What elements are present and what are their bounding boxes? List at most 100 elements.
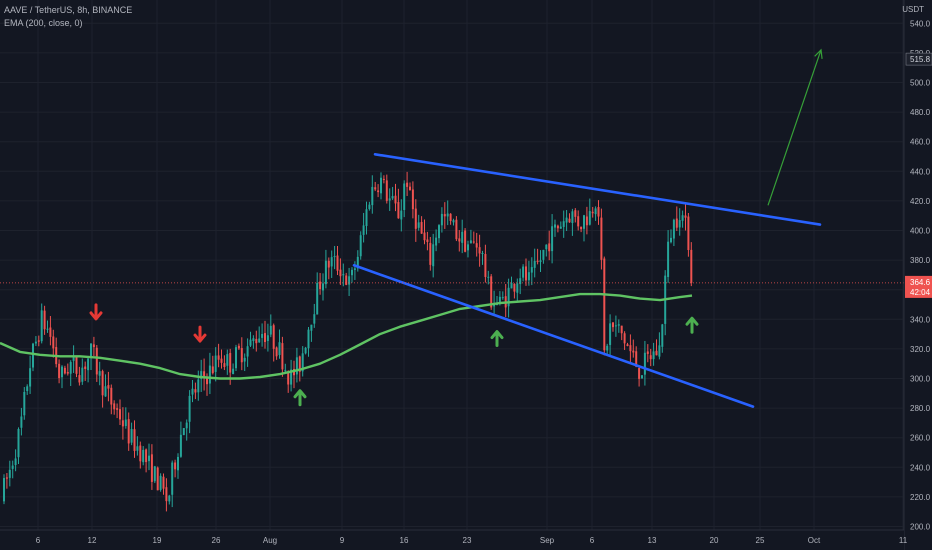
candle-body — [684, 215, 687, 218]
candle — [330, 250, 333, 278]
candle — [278, 329, 281, 359]
candle-body — [342, 274, 345, 276]
candle-body — [223, 363, 226, 367]
candle-body — [124, 419, 127, 427]
candle — [301, 346, 304, 377]
candle — [235, 344, 237, 372]
candle-body — [75, 356, 78, 374]
candle — [165, 478, 168, 512]
candle-body — [177, 456, 179, 471]
candle-body — [414, 208, 417, 229]
candle — [107, 371, 110, 402]
candle — [92, 336, 95, 357]
time-tick: 12 — [88, 536, 97, 545]
candle-body — [646, 351, 649, 354]
time-axis[interactable]: 6 12 19 26 Aug 9 16 23 Sep 6 13 20 25 Oct 11 — [0, 529, 908, 550]
candle — [133, 420, 136, 458]
candle-body — [455, 219, 458, 240]
candle-body — [269, 325, 272, 335]
candle-body — [359, 235, 362, 257]
candle-body — [411, 189, 414, 210]
price-tick: 460.0 — [910, 138, 931, 147]
ema-line — [0, 292, 693, 380]
candle — [487, 270, 490, 285]
candle — [519, 268, 522, 295]
candle-body — [150, 454, 153, 482]
sell-arrow-icon — [193, 325, 207, 343]
candle-body — [162, 476, 165, 489]
candle — [34, 336, 37, 347]
candle-body — [3, 478, 5, 502]
candle — [179, 421, 182, 458]
candle — [377, 184, 380, 198]
candle-body — [153, 466, 156, 482]
candle-body — [545, 244, 548, 250]
last-price-label: 364.6 — [910, 278, 931, 287]
marker-head — [89, 311, 103, 321]
support-trendline[interactable] — [352, 263, 755, 408]
candle — [69, 360, 72, 386]
candle — [232, 363, 235, 375]
candle-body — [324, 260, 327, 285]
candle-body — [23, 391, 26, 416]
candle-body — [127, 419, 130, 444]
candle-body — [432, 244, 435, 267]
candle-body — [580, 226, 583, 230]
price-tick: 440.0 — [910, 167, 931, 176]
candle-body — [493, 304, 496, 307]
symbol-title[interactable]: AAVE / TetherUS, 8h, BINANCE — [4, 5, 133, 15]
candle-body — [429, 242, 432, 265]
candle-body — [37, 340, 40, 342]
candle — [667, 230, 670, 283]
price-axis[interactable]: 540.0520.0500.0480.0460.0440.0420.0400.0… — [903, 0, 932, 550]
candle-body — [626, 344, 629, 346]
candle — [507, 278, 510, 318]
candle-body — [516, 283, 519, 293]
candle — [174, 459, 177, 478]
candle — [684, 204, 687, 231]
target-arrow[interactable] — [767, 48, 823, 206]
price-marker-box — [905, 52, 932, 66]
candle-body — [139, 445, 142, 462]
candle — [287, 370, 290, 393]
marker-head — [293, 389, 307, 399]
candle-body — [49, 327, 52, 337]
candle-body — [345, 275, 348, 285]
candle — [446, 200, 449, 226]
candle-body — [382, 178, 385, 180]
candle — [104, 374, 107, 397]
candle-body — [98, 371, 101, 376]
price-tick: 200.0 — [910, 523, 931, 532]
candle-body — [623, 333, 626, 344]
candle — [145, 448, 148, 473]
candle-body — [577, 216, 580, 227]
candle-body — [652, 351, 655, 360]
candle — [609, 314, 612, 356]
ema-indicator-legend[interactable]: EMA (200, close, 0) — [4, 18, 83, 28]
candle-body — [397, 202, 400, 219]
candle — [139, 441, 142, 469]
candle-body — [72, 357, 75, 361]
candle-body — [559, 226, 562, 229]
candle-body — [533, 260, 536, 268]
candle-body — [217, 355, 220, 360]
time-axis-bg — [0, 530, 904, 550]
candle — [40, 303, 43, 344]
candle-body — [620, 325, 623, 334]
candle-body — [583, 215, 585, 229]
candle-body — [565, 217, 568, 223]
currency-label: USDT — [902, 5, 924, 14]
resistance-trendline[interactable] — [373, 152, 822, 226]
candle — [400, 199, 403, 232]
candle — [261, 323, 264, 347]
candle — [641, 375, 643, 379]
candle-body — [92, 344, 95, 348]
price-tick: 480.0 — [910, 108, 931, 117]
candle-body — [208, 365, 211, 384]
candle-body — [536, 260, 539, 262]
candle — [478, 234, 481, 267]
candle — [61, 365, 63, 389]
candle — [130, 422, 133, 446]
candle-body — [406, 182, 409, 187]
